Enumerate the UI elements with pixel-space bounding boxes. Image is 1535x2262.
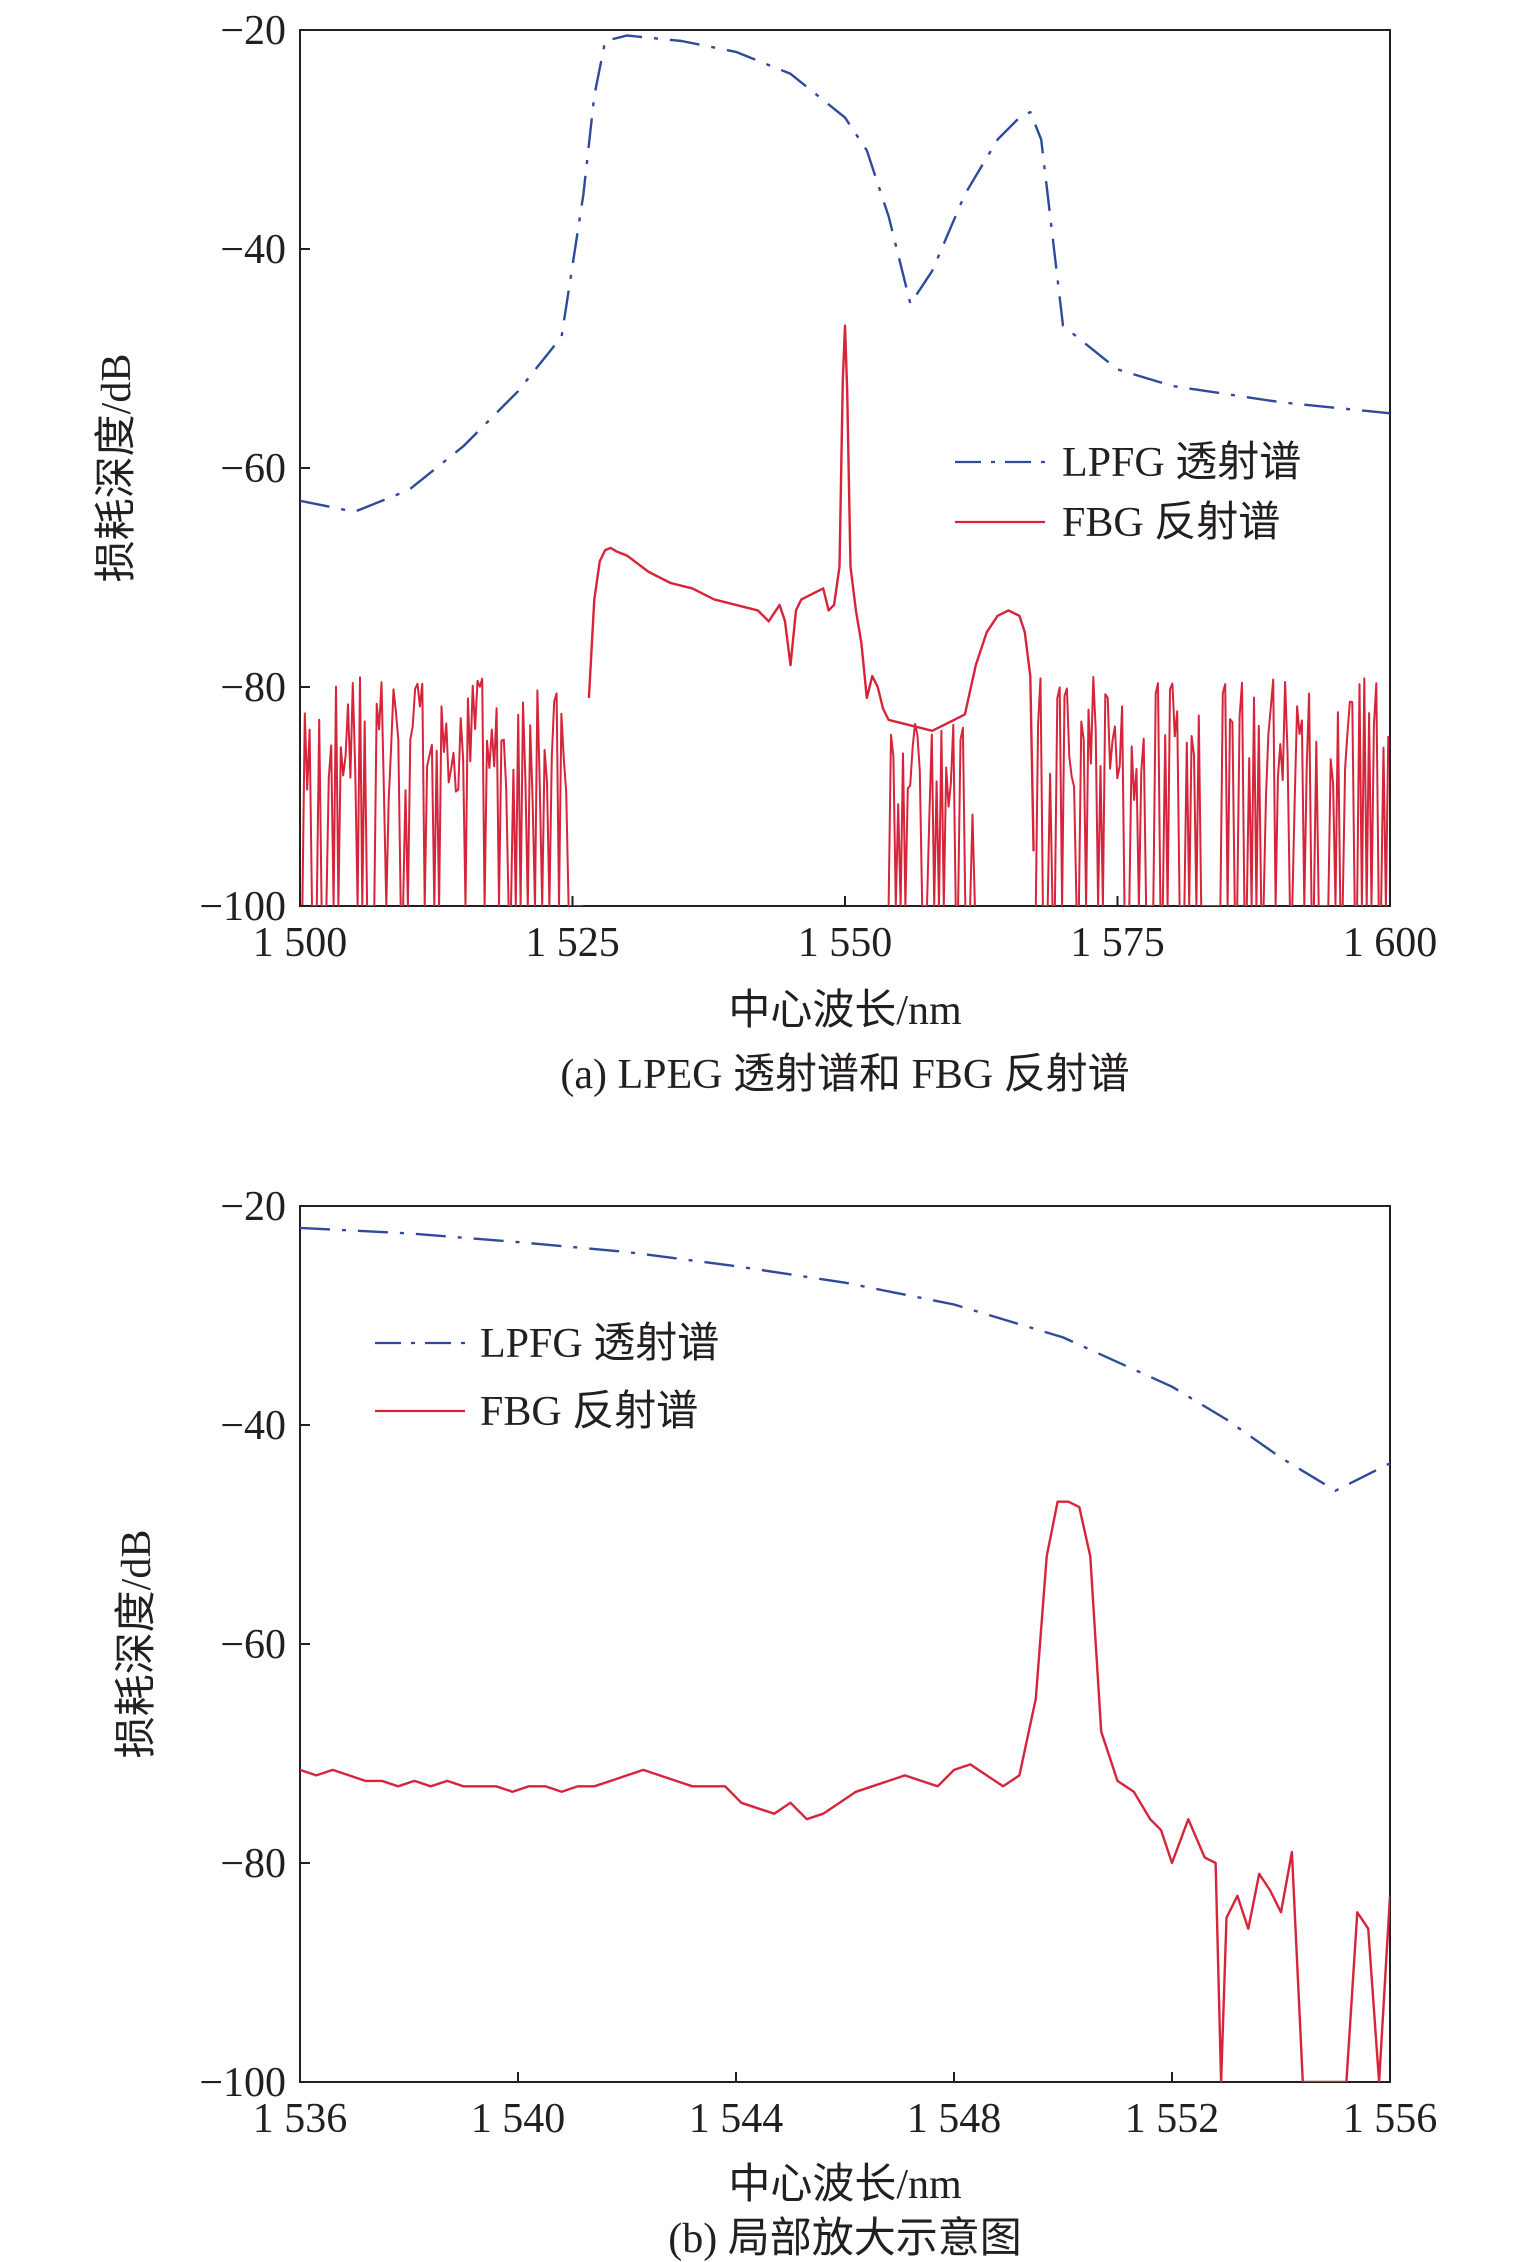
x-tick-label: 1 575	[1070, 920, 1165, 966]
y-tick-label: −100	[199, 2060, 286, 2106]
x-tick-label: 1 600	[1343, 920, 1438, 966]
fbg-noise-floor	[887, 722, 976, 906]
caption-a: (a) LPEG 透射谱和 FBG 反射谱	[560, 1052, 1129, 1098]
y-tick-label: −60	[220, 1622, 286, 1668]
legend-label-fbg: FBG 反射谱	[480, 1389, 698, 1435]
chart-panel-a: 1 500 1 525 1 550 1 575 1 600 −100 −80 −60 −40 −2…	[94, 8, 1437, 1098]
x-tick-label: 1 552	[1125, 2096, 1220, 2142]
legend-label-fbg: FBG 反射谱	[1062, 500, 1280, 546]
fbg-noise-floor	[300, 676, 583, 906]
x-tick-label: 1 550	[798, 920, 893, 966]
x-axis-label: 中心波长/nm	[728, 988, 962, 1034]
lpfg-transmission-line	[300, 34, 1390, 513]
y-tick-label: −100	[199, 884, 286, 930]
x-tick-label: 1 544	[689, 2096, 784, 2142]
fbg-noise-floor	[1034, 676, 1390, 906]
series-layer	[300, 1226, 1390, 2082]
y-tick-label: −80	[220, 665, 286, 711]
legend-label-lpfg: LPFG 透射谱	[480, 1321, 719, 1367]
legend: LPFG 透射谱 FBG 反射谱	[955, 440, 1301, 546]
series-layer	[300, 34, 1390, 852]
y-tick-label: −40	[220, 1403, 286, 1449]
x-tick-label: 1 548	[907, 2096, 1002, 2142]
y-tick-label: −40	[220, 227, 286, 273]
fbg-reflection-line	[300, 1500, 1390, 2082]
legend-label-lpfg: LPFG 透射谱	[1062, 440, 1301, 486]
y-axis-label: 损耗深度/dB	[94, 354, 140, 583]
chart-panel-b: 1 536 1 540 1 544 1 548 1 552 1 556 −100 −80 −60…	[114, 1184, 1437, 2262]
x-tick-label: 1 525	[525, 920, 620, 966]
x-tick-label: 1 500	[253, 920, 348, 966]
tick-layer: 1 500 1 525 1 550 1 575 1 600 −100 −80 −60 −40 −2…	[199, 8, 1437, 966]
caption-b: (b) 局部放大示意图	[668, 2215, 1021, 2262]
lpfg-transmission-line	[300, 1226, 1390, 1492]
x-tick-label: 1 556	[1343, 2096, 1438, 2142]
x-tick-label: 1 536	[253, 2096, 348, 2142]
y-tick-label: −60	[220, 446, 286, 492]
y-tick-label: −20	[220, 8, 286, 54]
fbg-reflection-line	[587, 324, 1035, 852]
y-tick-label: −20	[220, 1184, 286, 1230]
legend: LPFG 透射谱 FBG 反射谱	[375, 1321, 719, 1435]
y-axis-label: 损耗深度/dB	[114, 1530, 160, 1759]
noise-layer	[300, 676, 1390, 906]
x-axis-label: 中心波长/nm	[728, 2162, 962, 2208]
y-tick-label: −80	[220, 1841, 286, 1887]
x-tick-label: 1 540	[471, 2096, 566, 2142]
tick-layer: 1 536 1 540 1 544 1 548 1 552 1 556 −100 −80 −60…	[199, 1184, 1437, 2142]
